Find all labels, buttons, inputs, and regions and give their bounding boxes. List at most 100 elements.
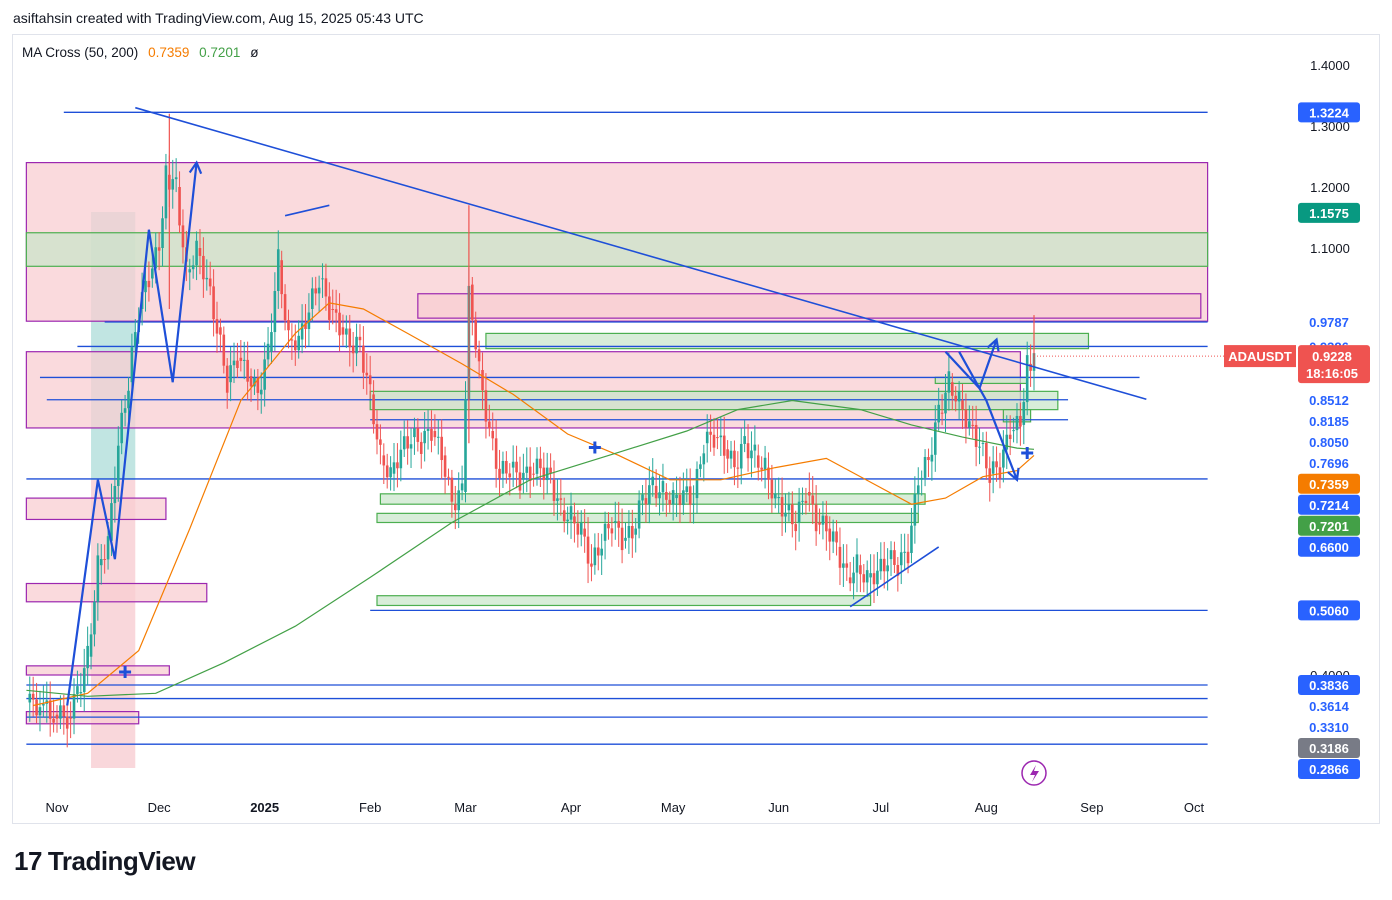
candle-body bbox=[933, 422, 937, 455]
candle-body bbox=[872, 573, 876, 585]
y-tick: 1.3000 bbox=[1310, 119, 1350, 134]
y-tick: 1.4000 bbox=[1310, 58, 1350, 73]
candle-body bbox=[355, 336, 358, 354]
candle-body bbox=[590, 563, 593, 567]
flash-icon[interactable] bbox=[1021, 760, 1047, 786]
price-tag-bg bbox=[1298, 431, 1360, 452]
candle-body bbox=[181, 225, 185, 248]
candle-body bbox=[62, 705, 66, 717]
x-tick-mar: Mar bbox=[454, 800, 477, 815]
candle-body bbox=[86, 645, 89, 669]
candle-body bbox=[208, 278, 212, 287]
cross-marker-1 bbox=[588, 441, 601, 454]
candle-body bbox=[406, 436, 409, 449]
resistance-zone-4 bbox=[25, 582, 208, 603]
candle-body bbox=[287, 320, 290, 331]
price-chart[interactable]: Nov Dec 2025 Feb Mar Apr May Jun Jul Aug Sep Oct 1.4… bbox=[0, 0, 1392, 830]
price-tag-text: 0.8050 bbox=[1309, 435, 1349, 450]
candle-body bbox=[828, 528, 832, 542]
symbol-tag: ADAUSDT bbox=[1224, 345, 1296, 368]
candle-body bbox=[791, 504, 794, 525]
price-tag-text: 1.1575 bbox=[1309, 206, 1349, 221]
candle-body bbox=[889, 550, 893, 560]
candle-body bbox=[957, 391, 961, 402]
candle-body bbox=[416, 428, 420, 442]
candle-body bbox=[433, 431, 437, 438]
candle-body bbox=[42, 703, 45, 706]
price-tag-text: 0.7214 bbox=[1309, 498, 1350, 513]
hide-indicator-icon[interactable]: ø bbox=[250, 45, 259, 60]
candle-body bbox=[273, 290, 277, 333]
candle-body bbox=[733, 450, 736, 468]
candle-body bbox=[144, 280, 147, 293]
candle-body bbox=[474, 319, 478, 350]
price-tag-text: 0.8512 bbox=[1309, 393, 1349, 408]
price-tag-0-7696: 0.7696 bbox=[1298, 452, 1360, 473]
candle-body bbox=[321, 278, 324, 280]
candle-body bbox=[481, 370, 484, 391]
candle-body bbox=[743, 436, 746, 444]
candle-body bbox=[886, 565, 889, 572]
candle-body bbox=[127, 390, 130, 409]
candle-body bbox=[927, 456, 930, 461]
projection-path-2 bbox=[958, 351, 1019, 481]
candle-body bbox=[613, 521, 617, 523]
candle-body bbox=[147, 280, 151, 288]
candle-body bbox=[110, 503, 113, 541]
candle-body bbox=[593, 547, 597, 566]
candle-body bbox=[505, 460, 508, 474]
candle-body bbox=[300, 323, 304, 340]
price-tag-text: 0.3836 bbox=[1309, 678, 1349, 693]
candle-body bbox=[334, 309, 338, 313]
candle-body bbox=[171, 179, 175, 190]
candle-body bbox=[954, 395, 958, 402]
candle-body bbox=[545, 467, 549, 481]
price-tag-text: 0.3310 bbox=[1309, 720, 1349, 735]
candle-body bbox=[978, 446, 981, 448]
candle-body bbox=[801, 500, 804, 502]
ma200-line bbox=[26, 399, 1035, 697]
candle-body bbox=[692, 503, 695, 505]
candle-body bbox=[658, 492, 661, 499]
price-tag-bg bbox=[1298, 717, 1360, 738]
price-tag-0-3836: 0.3836 bbox=[1298, 675, 1360, 696]
x-tick-nov: Nov bbox=[45, 800, 69, 815]
candle-body bbox=[685, 486, 689, 492]
support-zone-3 bbox=[369, 390, 1059, 411]
candle-body bbox=[123, 408, 127, 413]
price-tag-0-7214: 0.7214 bbox=[1298, 494, 1360, 515]
candle-body bbox=[532, 473, 535, 475]
candle-body bbox=[518, 472, 522, 491]
candle-body bbox=[981, 442, 985, 444]
candle-body bbox=[430, 428, 433, 441]
candle-body bbox=[542, 467, 546, 481]
candle-body bbox=[79, 692, 83, 694]
current-price-tag: 0.9228 18:16:05 bbox=[1298, 345, 1370, 384]
candle-body bbox=[913, 494, 917, 526]
arrowhead-2 bbox=[1007, 467, 1020, 482]
candle-body bbox=[324, 278, 328, 297]
candle-body bbox=[940, 412, 944, 414]
price-tag-0-5060: 0.5060 bbox=[1298, 600, 1360, 621]
candle-body bbox=[358, 336, 362, 341]
price-tag-bg bbox=[1298, 202, 1360, 223]
candle-body bbox=[351, 345, 355, 354]
indicator-legend[interactable]: MA Cross (50, 200) 0.7359 0.7201 ø bbox=[22, 45, 258, 60]
candle-body bbox=[838, 546, 842, 568]
price-tag-text: 0.6600 bbox=[1309, 540, 1349, 555]
candle-body bbox=[709, 431, 712, 435]
price-tag-text: 0.8185 bbox=[1309, 414, 1349, 429]
price-tag-0-8185: 0.8185 bbox=[1298, 410, 1360, 431]
candle-body bbox=[964, 409, 968, 428]
x-tick-dec: Dec bbox=[148, 800, 172, 815]
price-tag-text: 0.3186 bbox=[1309, 741, 1349, 756]
candle-body bbox=[154, 247, 158, 269]
resistance-zone-2 bbox=[25, 351, 1021, 429]
candle-body bbox=[665, 492, 668, 500]
candle-body bbox=[695, 468, 699, 499]
candle-body bbox=[750, 450, 753, 459]
price-tag-bg bbox=[1298, 389, 1360, 410]
candles-layer bbox=[28, 113, 1036, 748]
candle-body bbox=[784, 512, 787, 517]
candle-body bbox=[869, 573, 872, 578]
